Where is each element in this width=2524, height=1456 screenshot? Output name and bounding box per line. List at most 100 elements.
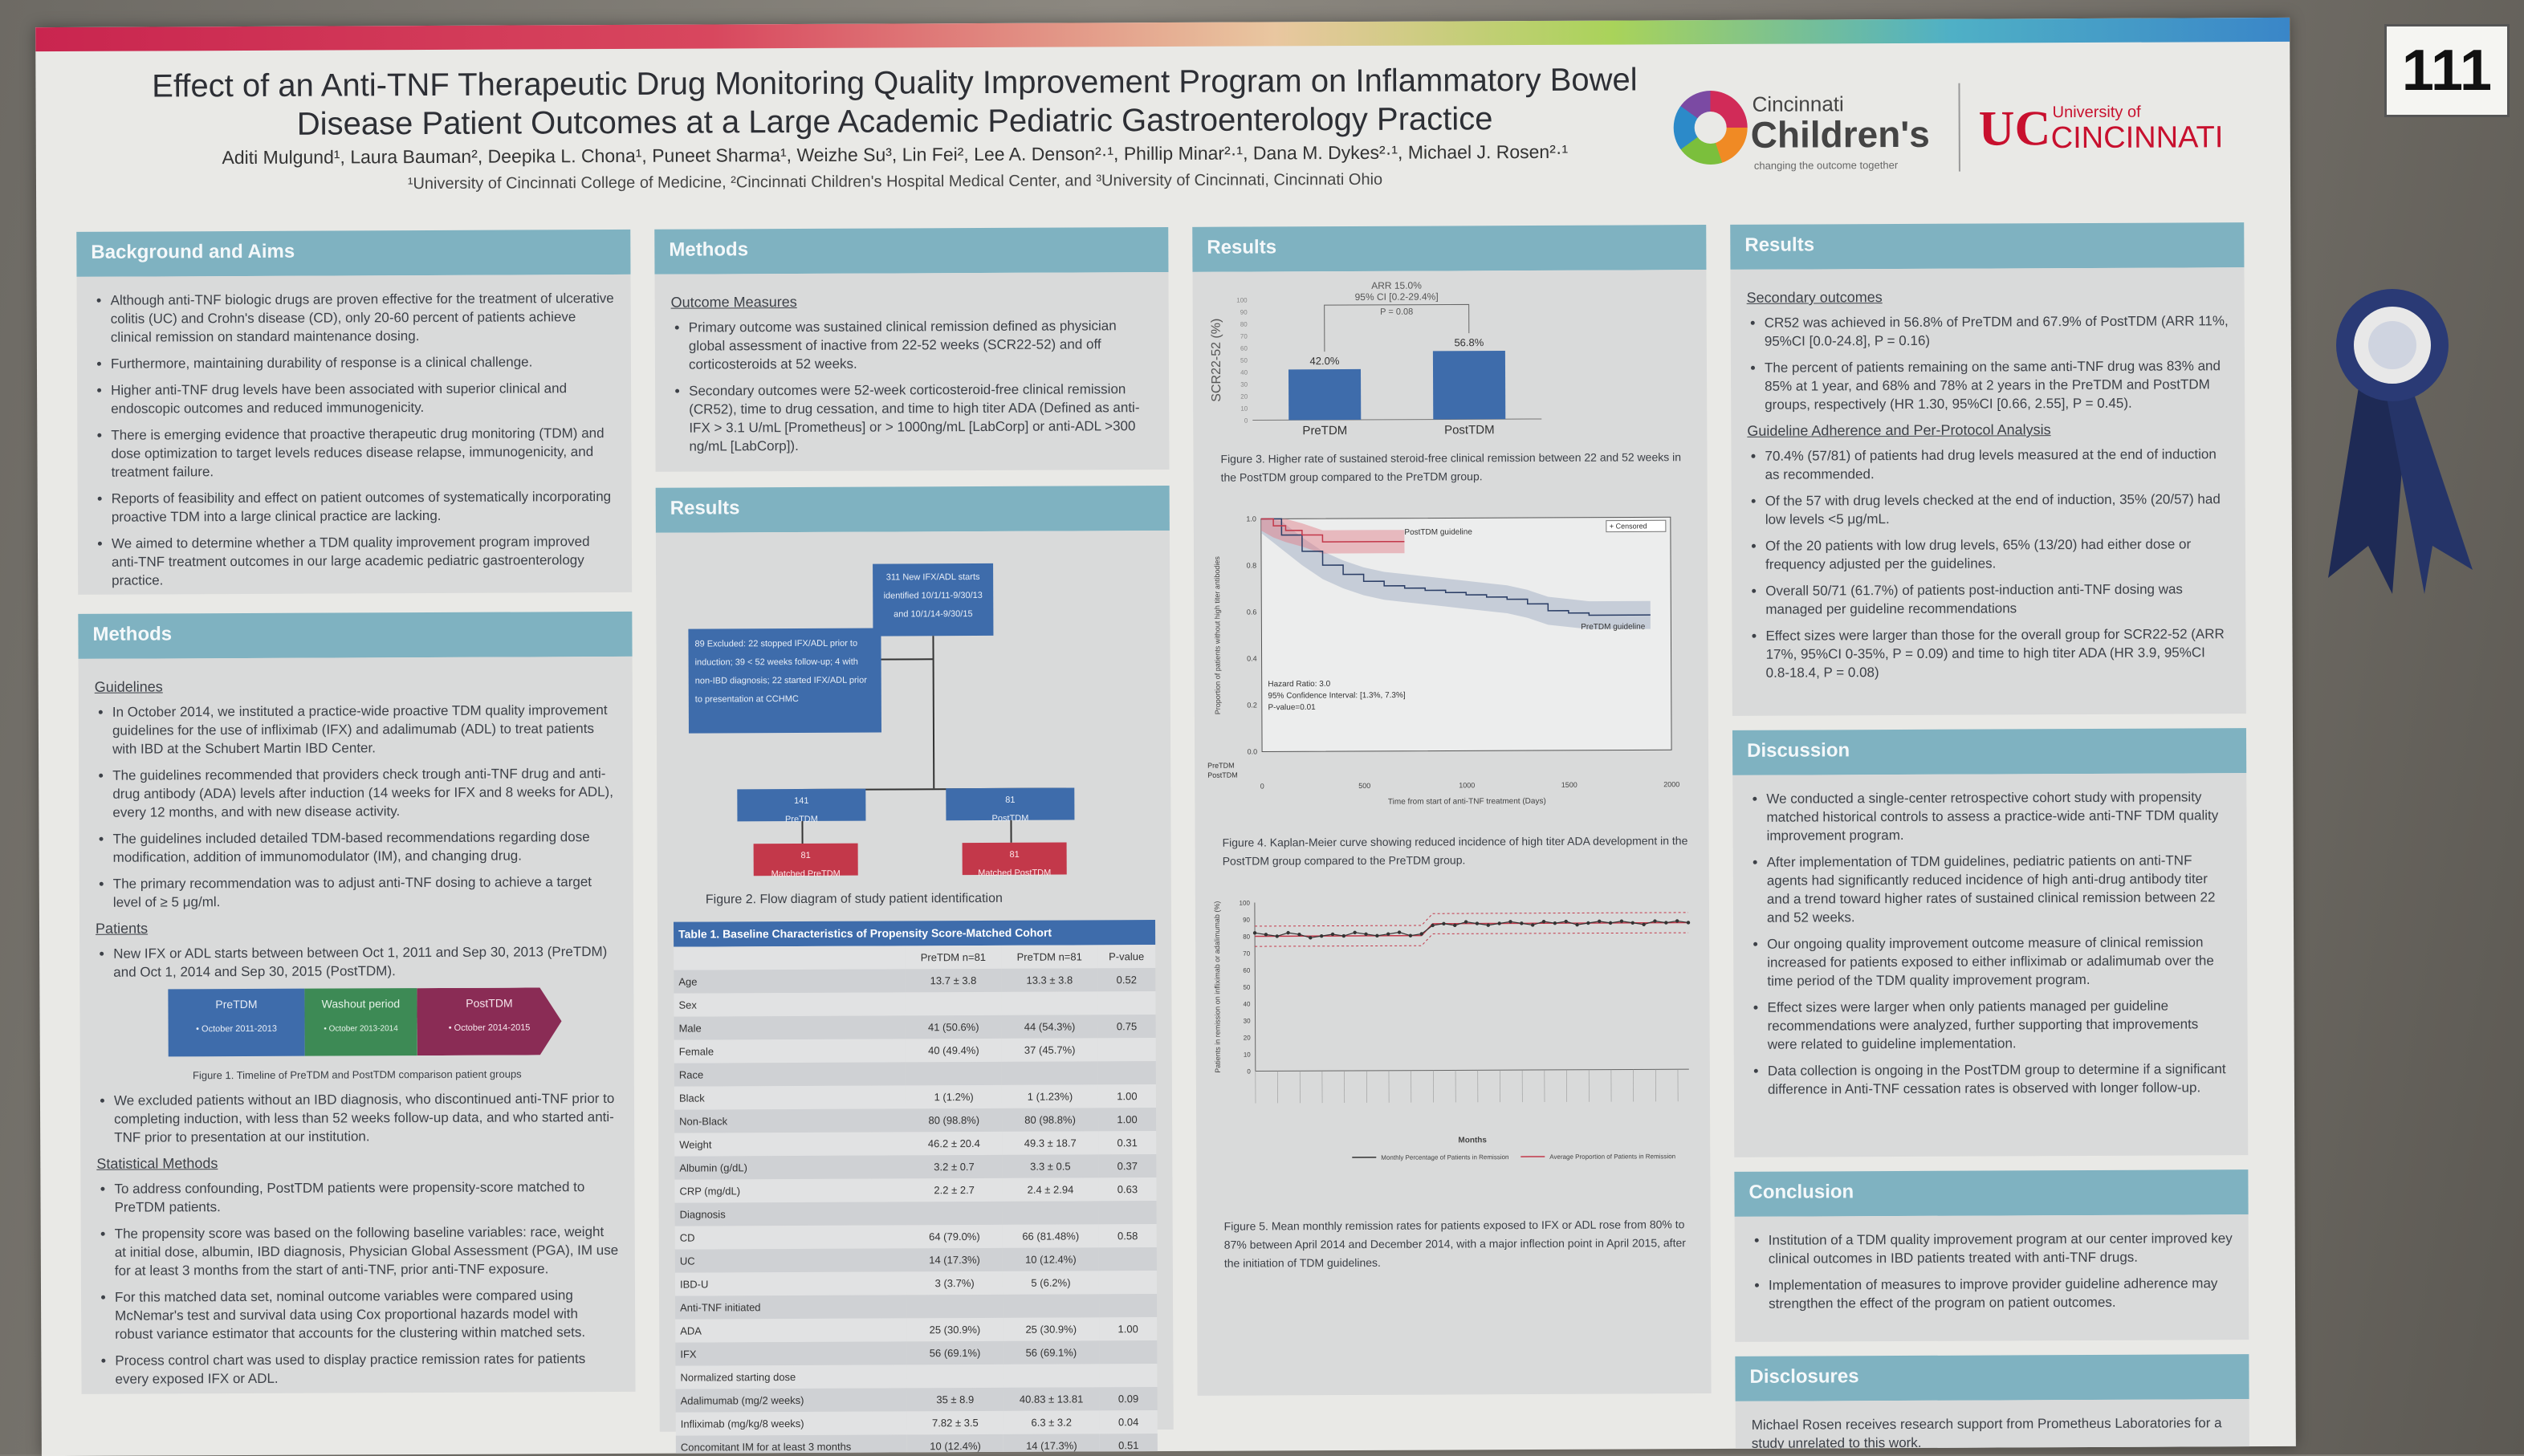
- table-cell-p: [1099, 1364, 1157, 1387]
- table-cell-pre: [906, 1202, 1003, 1226]
- timeline-post: PostTDM • October 2014-2015: [417, 987, 561, 1055]
- logo-tagline: changing the outcome together: [1754, 159, 1898, 172]
- flow-connector: [932, 636, 934, 788]
- section-header-background: Background and Aims: [76, 230, 630, 277]
- section-header-results-3: Results: [1192, 225, 1706, 272]
- data-point: [1542, 920, 1545, 923]
- discussion-section: We conducted a single-center retrospecti…: [1732, 773, 2248, 1157]
- conclusion-section: Institution of a TDM quality improvement…: [1735, 1214, 2249, 1342]
- bar-value-label: 56.8%: [1454, 336, 1484, 348]
- data-point: [1331, 933, 1334, 936]
- table-cell-post: [1003, 1294, 1099, 1318]
- award-ribbon-icon: [2312, 281, 2489, 602]
- list-item: Overall 50/71 (61.7%) of patients post-i…: [1765, 580, 2229, 619]
- x-tick-label: 1000: [1459, 781, 1475, 789]
- y-tick-label: 70: [1240, 333, 1248, 340]
- y-tick-label: 70: [1243, 950, 1250, 958]
- table-cell-p: [1099, 1271, 1157, 1294]
- censored-legend: + Censored: [1610, 522, 1647, 530]
- table-cell-pre: 35 ± 8.9: [907, 1388, 1003, 1412]
- list-item: Implementation of measures to improve pr…: [1769, 1274, 2233, 1313]
- table-cell-pre: 64 (79.0%): [906, 1225, 1003, 1249]
- table-cell-p: [1099, 1247, 1157, 1271]
- table-cell-label: Age: [674, 969, 905, 993]
- bar-pretdm: [1288, 369, 1361, 420]
- data-point: [1320, 934, 1323, 937]
- list-item: Of the 57 with drug levels checked at th…: [1765, 490, 2229, 529]
- list-item: The guidelines included detailed TDM-bas…: [112, 828, 617, 867]
- table-cell-label: Male: [674, 1015, 906, 1039]
- poster-title: Effect of an Anti-TNF Therapeutic Drug M…: [92, 60, 1697, 144]
- y-tick-label: 0.0: [1248, 748, 1258, 756]
- section-header-conclusion: Conclusion: [1734, 1169, 2248, 1217]
- list-item: Secondary outcomes were 52-week corticos…: [689, 380, 1153, 456]
- list-item: Of the 20 patients with low drug levels,…: [1765, 535, 2229, 574]
- table-cell-label: Weight: [674, 1132, 906, 1156]
- results-section-2: 311 New IFX/ADL starts identified 10/1/1…: [656, 531, 1174, 1432]
- hazard-p: P-value=0.01: [1268, 703, 1316, 712]
- table-cell-label: ADA: [675, 1318, 906, 1342]
- y-tick-label: 0.8: [1247, 562, 1257, 570]
- table-cell-label: Non-Black: [674, 1108, 906, 1133]
- series-label-posttdm: PostTDM guideline: [1404, 528, 1472, 537]
- y-tick-label: 90: [1240, 309, 1248, 316]
- table-cell-label: Normalized starting dose: [675, 1364, 906, 1389]
- table-cell-pre: [907, 1364, 1003, 1389]
- table-cell-pre: 2.2 ± 2.7: [906, 1178, 1003, 1202]
- x-tick-label: 0: [1260, 782, 1264, 790]
- category-label: PreTDM: [1302, 424, 1347, 437]
- y-tick-label: 80: [1243, 933, 1250, 941]
- list-item: Although anti-TNF biologic drugs are pro…: [111, 289, 615, 347]
- table-cell-post: 56 (69.1%): [1003, 1340, 1099, 1364]
- flow-excluded-box: 89 Excluded: 22 stopped IFX/ADL prior to…: [688, 628, 881, 734]
- table-cell-p: 0.58: [1099, 1224, 1157, 1247]
- table-cell-p: 0.04: [1100, 1410, 1158, 1434]
- table-cell-p: [1099, 1294, 1157, 1317]
- poster-number-badge: 111: [2384, 24, 2510, 117]
- list-item: For this matched data set, nominal outco…: [115, 1286, 619, 1344]
- baseline-table-wrap: Table 1. Baseline Characteristics of Pro…: [674, 920, 1158, 1456]
- data-point: [1375, 934, 1378, 937]
- data-point: [1342, 934, 1345, 937]
- arr-annotation: ARR 15.0%: [1371, 280, 1422, 291]
- background-section: Although anti-TNF biologic drugs are pro…: [76, 275, 632, 595]
- table-cell-post: 13.3 ± 3.8: [1001, 968, 1097, 992]
- y-tick-label: 50: [1240, 357, 1248, 364]
- y-tick-label: 1.0: [1246, 515, 1256, 523]
- series-line-average: [1255, 922, 1688, 936]
- data-point: [1664, 921, 1667, 924]
- data-point: [1487, 923, 1490, 926]
- data-point: [1642, 923, 1645, 926]
- table-header-p: P-value: [1097, 945, 1155, 968]
- table-cell-post: 1 (1.23%): [1002, 1084, 1098, 1108]
- list-item: CR52 was achieved in 56.8% of PreTDM and…: [1765, 311, 2229, 351]
- table-row: Anti-TNF initiated: [675, 1294, 1157, 1320]
- table-header-pre: PreTDM n=81: [905, 946, 1001, 970]
- hazard-ci: 95% Confidence Interval: [1.3%, 7.3%]: [1268, 691, 1405, 701]
- table-cell-pre: 80 (98.8%): [906, 1108, 1002, 1133]
- data-point: [1553, 921, 1557, 925]
- timeline-pre: PreTDM • October 2011-2013: [168, 989, 304, 1057]
- table-cell-post: 40.83 ± 13.81: [1003, 1387, 1100, 1411]
- table-cell-post: 2.4 ± 2.94: [1002, 1177, 1098, 1202]
- list-item: Higher anti-TNF drug levels have been as…: [111, 379, 615, 418]
- p-annotation: P = 0.08: [1380, 307, 1413, 317]
- list-item: The guidelines recommended that provider…: [112, 764, 617, 822]
- data-point: [1453, 924, 1456, 927]
- table-cell-post: 5 (6.2%): [1003, 1271, 1099, 1295]
- list-item: Our ongoing quality improvement outcome …: [1767, 933, 2231, 990]
- data-point: [1353, 931, 1356, 934]
- table-cell-post: 25 (30.9%): [1003, 1317, 1099, 1341]
- table-cell-p: 0.37: [1098, 1154, 1156, 1177]
- column-4: Results Secondary outcomes CR52 was achi…: [1730, 222, 2249, 1456]
- y-axis-label: Patients in remission on infliximab or a…: [1213, 901, 1222, 1073]
- column-1: Background and Aims Although anti-TNF bi…: [76, 230, 635, 1394]
- table-cell-pre: 3.2 ± 0.7: [906, 1155, 1003, 1179]
- subheading-stats: Statistical Methods: [96, 1153, 618, 1173]
